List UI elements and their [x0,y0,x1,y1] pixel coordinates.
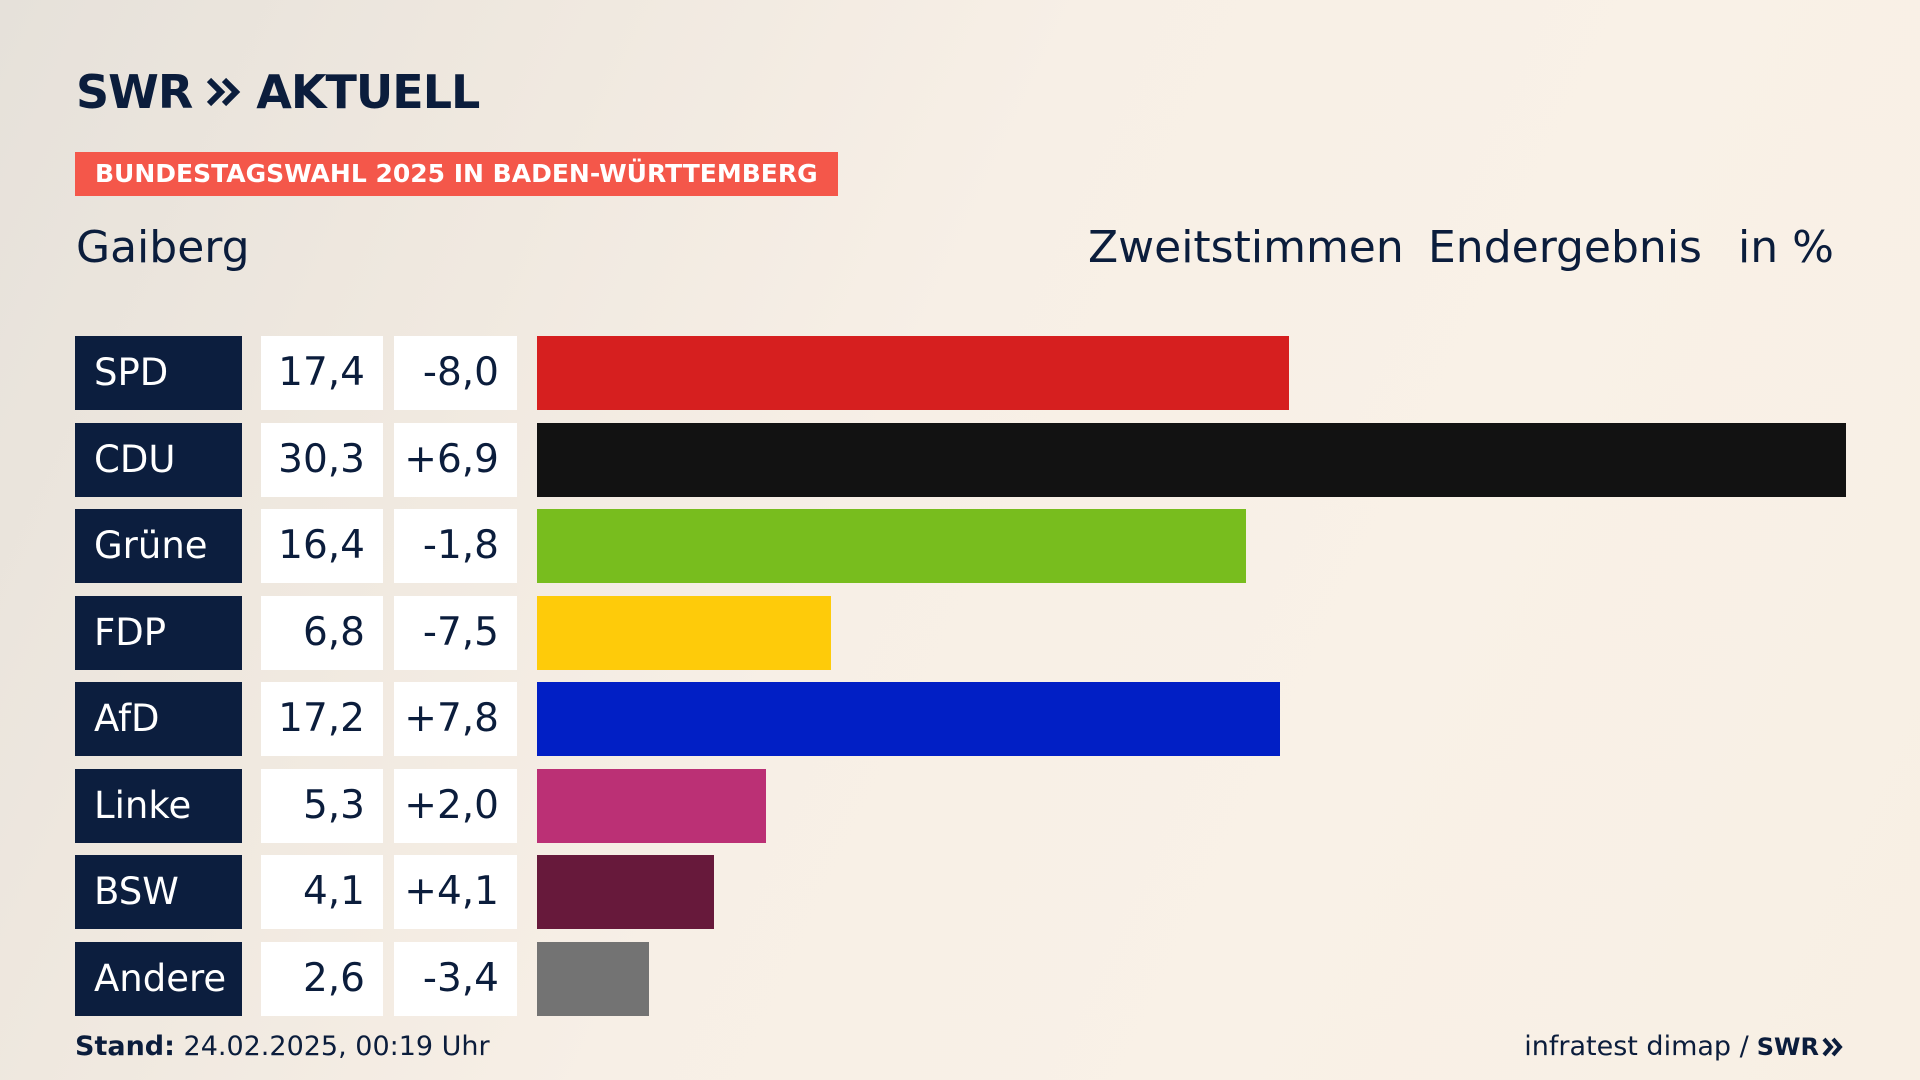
party-label-afd: AfD [75,682,242,756]
bar-spd [537,336,1289,410]
unit-label: in % [1738,222,1834,273]
stand-label: Stand: [75,1031,175,1062]
value-label-andere: 2,6 [261,942,383,1016]
value-label-afd: 17,2 [261,682,383,756]
stand-value: 24.02.2025, 00:19 Uhr [183,1031,490,1062]
election-banner: BUNDESTAGSWAHL 2025 IN BADEN-WÜRTTEMBERG [75,152,838,196]
swr-aktuell-logo: SWR AKTUELL [76,65,480,119]
vote-type-label: Zweitstimmen [1088,222,1404,273]
bar-linke [537,769,766,843]
source-text: infratest dimap / [1524,1031,1749,1062]
result-status-label: Endergebnis [1428,222,1702,273]
party-label-linke: Linke [75,769,242,843]
change-label-linke: +2,0 [394,769,517,843]
party-label-fdp: FDP [75,596,242,670]
change-label-fdp: -7,5 [394,596,517,670]
bar-gruene [537,509,1246,583]
bar-andere [537,942,649,1016]
party-label-spd: SPD [75,336,242,410]
bar-afd [537,682,1280,756]
change-label-cdu: +6,9 [394,423,517,497]
bar-bsw [537,855,714,929]
party-label-cdu: CDU [75,423,242,497]
value-label-linke: 5,3 [261,769,383,843]
change-label-spd: -8,0 [394,336,517,410]
bar-cdu [537,423,1846,497]
party-label-bsw: BSW [75,855,242,929]
double-chevron-icon [1822,1037,1843,1057]
value-label-cdu: 30,3 [261,423,383,497]
party-label-gruene: Grüne [75,509,242,583]
change-label-bsw: +4,1 [394,855,517,929]
change-label-afd: +7,8 [394,682,517,756]
change-label-andere: -3,4 [394,942,517,1016]
value-label-spd: 17,4 [261,336,383,410]
logo-aktuell-text: AKTUELL [256,65,480,119]
location-title: Gaiberg [76,222,250,273]
party-label-andere: Andere [75,942,242,1016]
source-credit: infratest dimap / SWR [1524,1030,1844,1064]
value-label-bsw: 4,1 [261,855,383,929]
swr-mini-logo: SWR [1757,1030,1844,1064]
mini-logo-text: SWR [1756,1033,1819,1061]
bar-fdp [537,596,831,670]
value-label-gruene: 16,4 [261,509,383,583]
change-label-gruene: -1,8 [394,509,517,583]
timestamp: Stand: 24.02.2025, 00:19 Uhr [75,1030,490,1064]
value-label-fdp: 6,8 [261,596,383,670]
double-chevron-icon [207,77,241,107]
logo-swr-text: SWR [76,65,193,119]
